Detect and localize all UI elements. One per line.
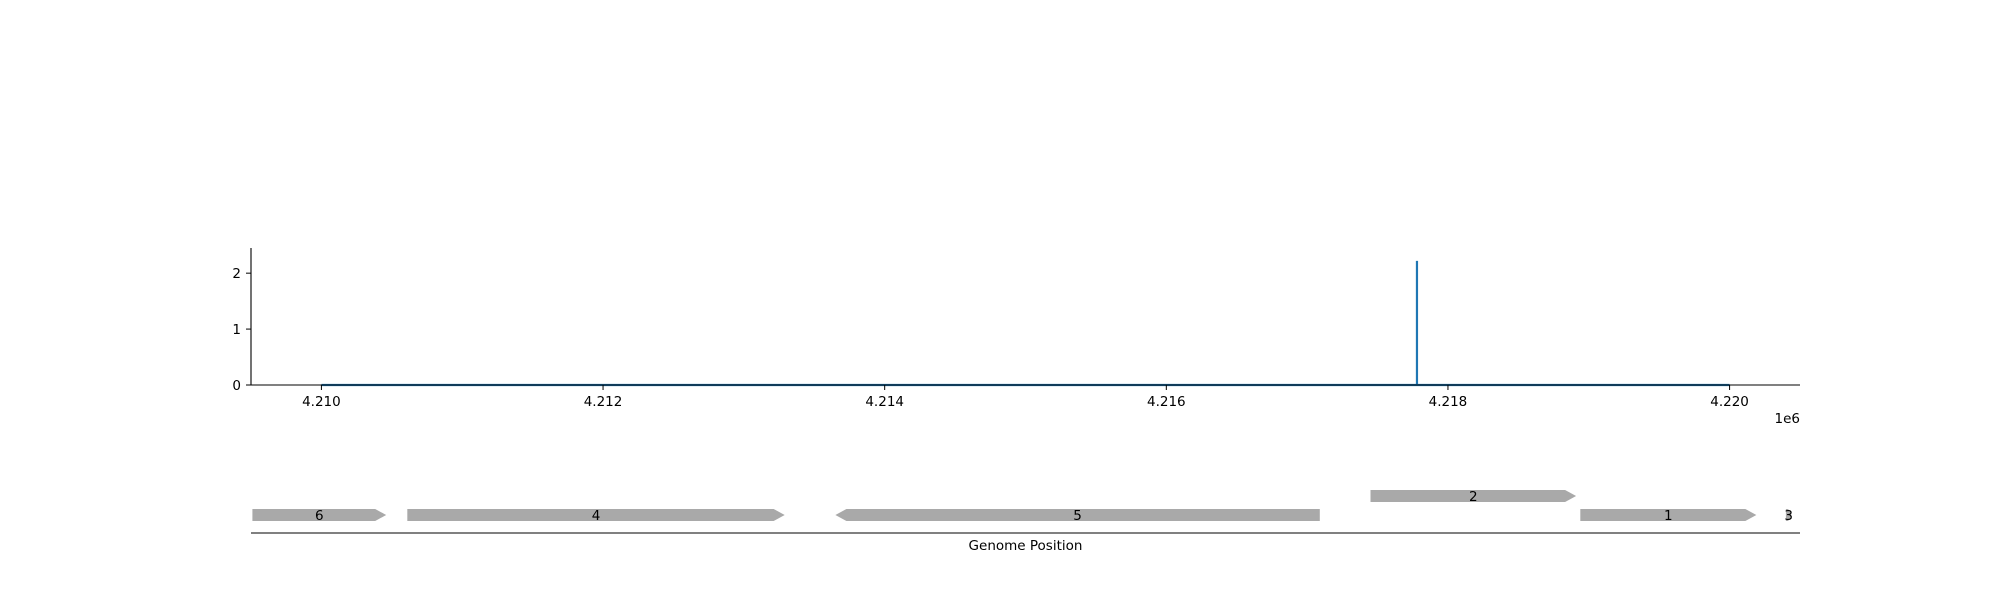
gene-feature-4 (407, 509, 785, 521)
gene-track-xlabel: Genome Position (969, 538, 1083, 554)
x-tick-label: 4.210 (302, 394, 341, 410)
gene-feature-6 (252, 509, 387, 521)
x-tick-label: 4.216 (1147, 394, 1186, 410)
gene-label-4: 4 (592, 508, 601, 524)
series-line-0 (321, 260, 1730, 387)
gene-feature-1 (1580, 509, 1757, 521)
x-tick-label: 4.212 (584, 394, 623, 410)
x-offset-label: 1e6 (1775, 411, 1800, 427)
gene-label-2: 2 (1469, 489, 1478, 505)
gene-label-1: 1 (1664, 508, 1673, 524)
x-tick-label: 4.220 (1710, 394, 1749, 410)
x-tick-label: 4.218 (1429, 394, 1468, 410)
x-tick-label: 4.214 (865, 394, 904, 410)
gene-label-3: 3 (1784, 508, 1793, 524)
gene-track: 6 4 5 2 1 3 Genome Position (251, 489, 1800, 554)
y-tick-label: 2 (232, 266, 241, 282)
y-tick-label: 1 (232, 322, 241, 338)
coverage-plot: 4.210 4.212 4.214 4.216 4.218 4.220 0 1 2 1e6 (232, 248, 1800, 427)
gene-feature-5 (835, 509, 1320, 521)
gene-label-5: 5 (1073, 508, 1082, 524)
gene-feature-2 (1370, 490, 1577, 502)
y-tick-label: 0 (232, 378, 241, 394)
gene-feature-3 (1785, 509, 1792, 521)
gene-label-6: 6 (315, 508, 324, 524)
